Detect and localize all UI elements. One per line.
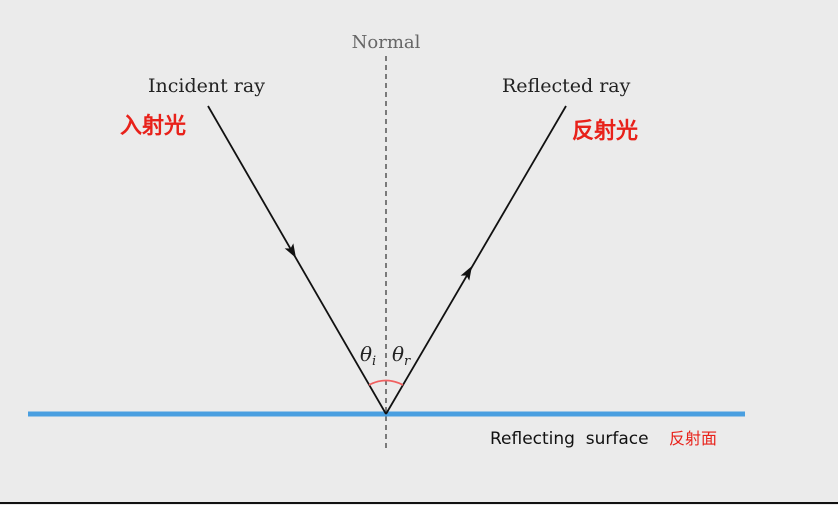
theta-r-label: θr bbox=[392, 342, 411, 369]
reflected-ray-label: Reflected ray bbox=[502, 75, 631, 97]
theta-i-symbol: θ bbox=[360, 342, 372, 366]
theta-r-subscript: r bbox=[404, 354, 411, 369]
theta-r-symbol: θ bbox=[392, 342, 404, 366]
normal-label: Normal bbox=[352, 32, 421, 53]
surface-label: Reflecting surface bbox=[490, 429, 649, 449]
reflected-ray bbox=[385, 105, 567, 415]
reflected-arrow-icon bbox=[460, 266, 472, 281]
incident-ray bbox=[207, 105, 387, 415]
theta-i-subscript: i bbox=[372, 354, 376, 369]
angle-arc bbox=[368, 379, 404, 386]
reflected-ray-label-cn: 反射光 bbox=[572, 118, 638, 144]
surface-label-cn: 反射面 bbox=[669, 429, 717, 448]
theta-i-label: θi bbox=[360, 342, 376, 369]
incident-ray-label-cn: 入射光 bbox=[120, 113, 186, 139]
incident-ray-label: Incident ray bbox=[148, 75, 265, 97]
incident-arrow-icon bbox=[284, 243, 296, 258]
